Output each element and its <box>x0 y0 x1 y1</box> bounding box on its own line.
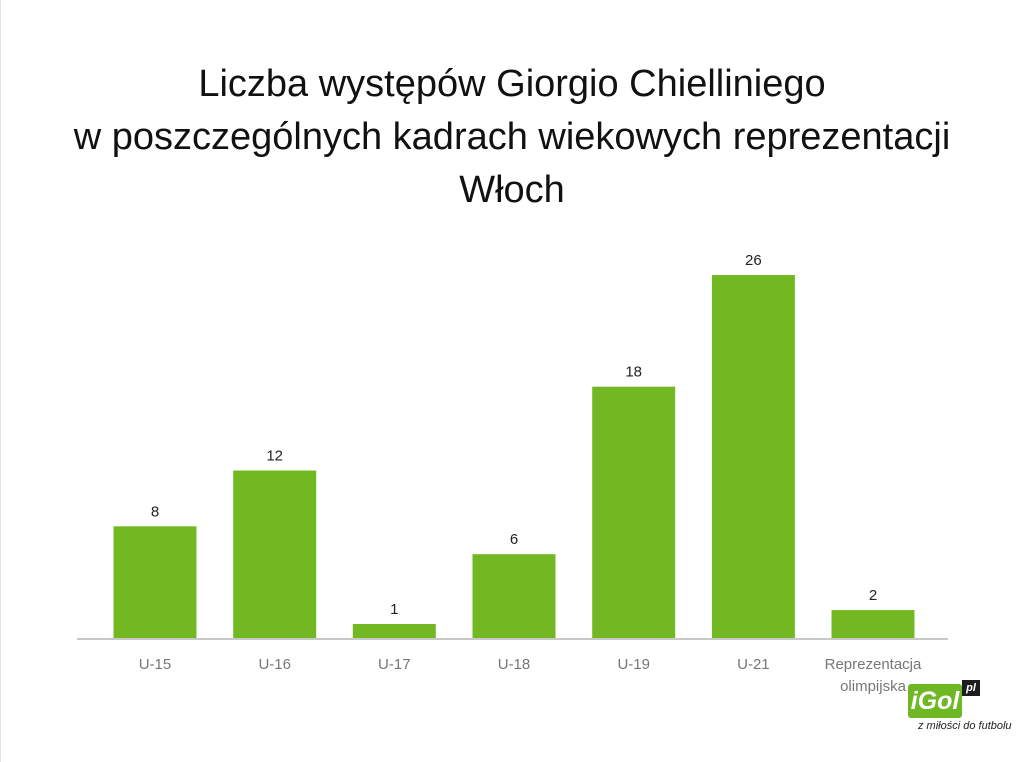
x-tick-label-5: U-21 <box>737 656 770 673</box>
igol-logo: iGol pl z miłości do futbolu <box>906 680 1018 740</box>
bar-5 <box>711 275 795 638</box>
bar-1 <box>233 470 317 638</box>
x-tick-label-4: U-19 <box>617 656 650 673</box>
bar-2 <box>352 624 436 638</box>
x-tick-label-6-0: Reprezentacja <box>825 656 922 673</box>
logo-suffix: pl <box>962 680 980 696</box>
x-tick-label-0: U-15 <box>139 656 172 673</box>
logo-brand: iGol <box>908 684 962 718</box>
chart-title-line-1: Liczba występów Giorgio Chielliniego <box>198 63 826 105</box>
chart-title-line-3: Włoch <box>459 169 565 211</box>
data-label-5: 26 <box>745 252 762 269</box>
data-label-4: 18 <box>625 364 642 381</box>
bar-3 <box>472 554 556 638</box>
x-tick-label-2: U-17 <box>378 656 411 673</box>
logo-tagline: z miłości do futbolu <box>918 720 1012 732</box>
data-label-3: 6 <box>510 531 518 548</box>
x-tick-label-6-1: olimpijska <box>840 678 907 695</box>
data-label-2: 1 <box>390 601 398 618</box>
bar-6 <box>831 610 915 638</box>
data-label-0: 8 <box>151 503 159 520</box>
x-tick-label-3: U-18 <box>498 656 531 673</box>
x-tick-label-1: U-16 <box>258 656 291 673</box>
data-label-6: 2 <box>869 587 877 604</box>
page-edge-rule <box>0 0 1 762</box>
chart-title: Liczba występów Giorgio Chielliniego w p… <box>0 58 1024 217</box>
bar-0 <box>113 526 197 638</box>
bar-4 <box>592 386 676 638</box>
chart-title-line-2: w poszczególnych kadrach wiekowych repre… <box>73 116 951 158</box>
data-label-1: 12 <box>266 448 283 465</box>
